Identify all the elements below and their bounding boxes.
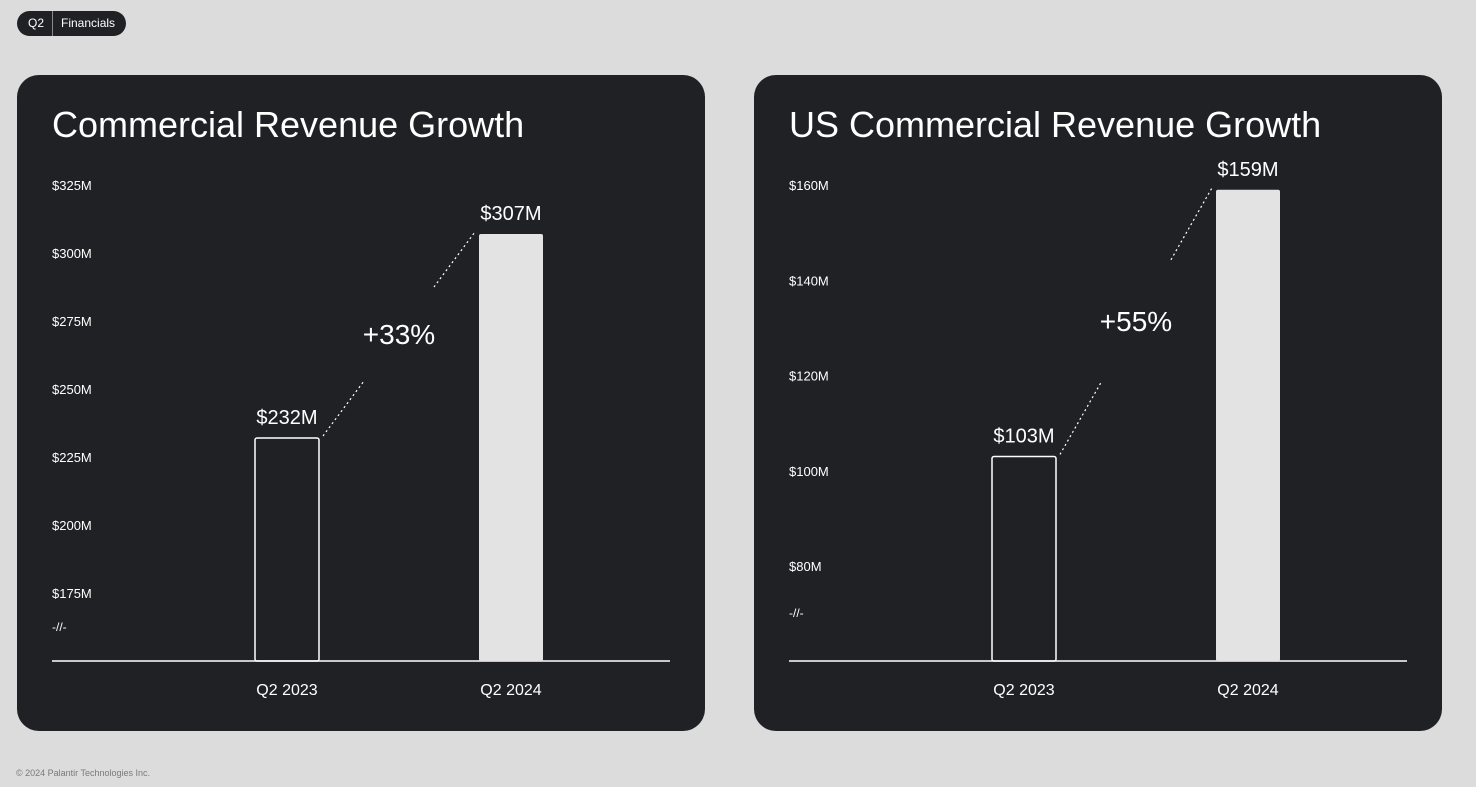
growth-percentage-label: +55% xyxy=(1100,306,1172,337)
x-category-label: Q2 2024 xyxy=(480,682,541,699)
chart-panel-commercial-revenue: Commercial Revenue Growth $175M $200M $225M… xyxy=(17,75,705,731)
y-tick-label: $100M xyxy=(789,464,829,479)
growth-connector-lower xyxy=(322,380,365,437)
x-category-label: Q2 2023 xyxy=(256,682,317,699)
y-tick-label: $250M xyxy=(52,382,92,397)
bar-q2-2023 xyxy=(254,437,320,662)
axis-break-marker: -//- xyxy=(52,620,67,634)
bar-q2-2024 xyxy=(479,233,543,661)
y-tick-label: $325M xyxy=(52,178,92,193)
growth-connector-upper xyxy=(1170,187,1213,261)
y-tick-label: $200M xyxy=(52,518,92,533)
bar-q2-2024 xyxy=(1216,189,1280,661)
chart-panel-us-commercial-revenue: US Commercial Revenue Growth $80M $100M $12… xyxy=(754,75,1442,731)
us-commercial-revenue-chart: US Commercial Revenue Growth $80M $100M $12… xyxy=(789,104,1407,699)
bar-value-label: $103M xyxy=(993,425,1054,447)
growth-connector-lower xyxy=(1059,382,1102,455)
section-tag: Q2 Financials xyxy=(17,11,127,36)
y-tick-label: $140M xyxy=(789,273,829,288)
commercial-revenue-chart: Commercial Revenue Growth $175M $200M $225M… xyxy=(52,104,670,699)
chart-title: US Commercial Revenue Growth xyxy=(789,104,1321,145)
x-category-label: Q2 2023 xyxy=(993,682,1054,699)
chart-title: Commercial Revenue Growth xyxy=(52,104,524,145)
y-tick-label: $160M xyxy=(789,178,829,193)
bar-value-label: $232M xyxy=(256,407,317,429)
bar-value-label: $307M xyxy=(480,203,541,225)
tag-quarter: Q2 xyxy=(17,11,54,36)
y-tick-label: $120M xyxy=(789,369,829,384)
y-tick-label: $80M xyxy=(789,559,822,574)
tag-section: Financials xyxy=(61,16,116,30)
y-tick-label: $225M xyxy=(52,450,92,465)
growth-connector-upper xyxy=(433,231,476,288)
y-tick-label: $175M xyxy=(52,586,92,601)
growth-percentage-label: +33% xyxy=(363,319,435,350)
x-category-label: Q2 2024 xyxy=(1217,682,1278,699)
y-tick-label: $300M xyxy=(52,246,92,261)
y-tick-label: $275M xyxy=(52,314,92,329)
bar-value-label: $159M xyxy=(1217,159,1278,181)
copyright-footer: © 2024 Palantir Technologies Inc. xyxy=(16,768,151,778)
axis-break-marker: -//- xyxy=(789,606,804,620)
bar-q2-2023 xyxy=(991,455,1057,662)
